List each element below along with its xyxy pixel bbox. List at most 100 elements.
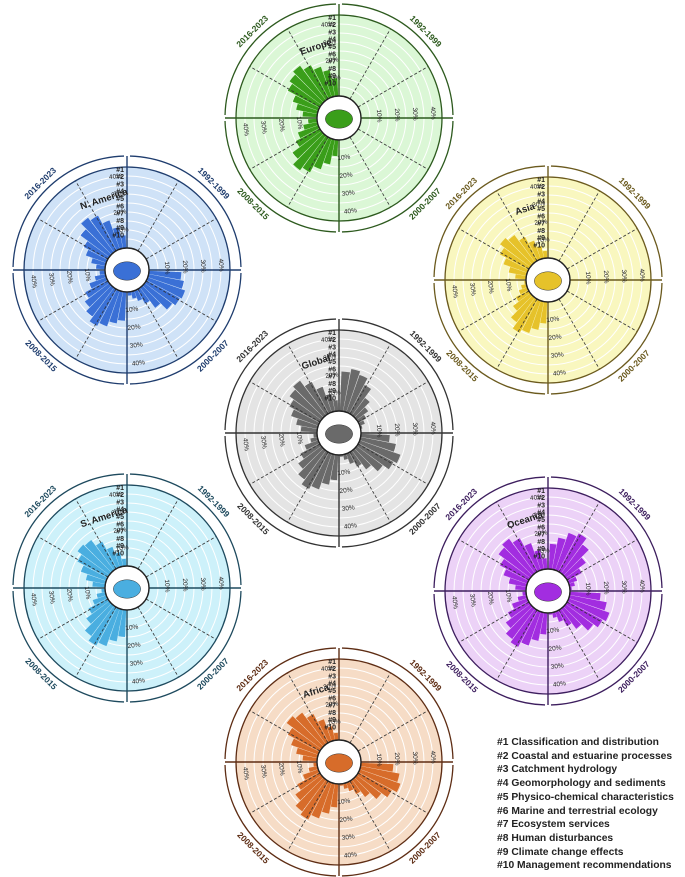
category-id-label: #6 xyxy=(537,524,545,531)
category-id-label: #8 xyxy=(116,218,124,225)
percent-tick-label: 20% xyxy=(181,260,189,274)
category-id-label: #6 xyxy=(328,51,336,58)
radial-chart: 10% 10% 10% 10% 20% 20% 20% 20% 30% 30% 30% 30% 40% 4… xyxy=(13,156,241,384)
percent-tick-label: 30% xyxy=(620,269,628,283)
category-id-label: #10 xyxy=(112,551,124,558)
category-id-label: #8 xyxy=(537,539,545,546)
region-map-icon xyxy=(113,580,140,598)
category-id-label: #7 xyxy=(328,374,336,381)
category-id-label: #2 xyxy=(537,184,545,191)
percent-tick-label: 30% xyxy=(620,580,628,594)
percent-tick-label: 10% xyxy=(375,753,383,767)
percent-tick-label: 30% xyxy=(199,259,207,273)
category-id-label: #6 xyxy=(328,366,336,373)
category-id-label: #3 xyxy=(328,29,336,36)
legend-item: #5 Physico-chemical characteristics xyxy=(497,791,683,805)
percent-tick-label: 10% xyxy=(584,582,592,596)
percent-tick-label: 40% xyxy=(638,579,646,593)
percent-tick-label: 40% xyxy=(217,258,225,272)
legend-item: #6 Marine and terrestrial ecology xyxy=(497,805,683,819)
category-id-label: #4 xyxy=(328,681,336,688)
category-id-label: #9 xyxy=(537,546,545,553)
percent-tick-label: 30% xyxy=(199,577,207,591)
category-id-label: #9 xyxy=(116,543,124,550)
category-id-label: #6 xyxy=(537,213,545,220)
category-id-label: #7 xyxy=(116,211,124,218)
percent-tick-label: 20% xyxy=(602,581,610,595)
category-id-label: #1 xyxy=(116,167,124,174)
category-id-label: #4 xyxy=(537,199,545,206)
radial-chart: 10% 10% 10% 10% 20% 20% 20% 20% 30% 30% 30% 30% 40% 4… xyxy=(434,477,662,705)
category-id-label: #7 xyxy=(537,221,545,228)
category-id-label: #1 xyxy=(328,330,336,337)
category-id-label: #1 xyxy=(328,659,336,666)
percent-tick-label: 10% xyxy=(584,271,592,285)
legend-item: #7 Ecosystem services xyxy=(497,818,683,832)
legend-item: #1 Classification and distribution xyxy=(497,736,683,750)
radial-chart: 10% 10% 10% 10% 20% 20% 20% 20% 30% 30% 30% 30% 40% 4… xyxy=(13,474,241,702)
category-id-label: #1 xyxy=(537,177,545,184)
category-id-label: #7 xyxy=(328,703,336,710)
category-id-label: #8 xyxy=(116,536,124,543)
category-id-label: #6 xyxy=(328,695,336,702)
category-id-label: #2 xyxy=(537,495,545,502)
category-id-label: #3 xyxy=(328,673,336,680)
percent-tick-label: 40% xyxy=(638,268,646,282)
category-id-label: #6 xyxy=(116,203,124,210)
percent-tick-label: 20% xyxy=(181,578,189,592)
legend-item: #8 Human disturbances xyxy=(497,832,683,846)
category-id-label: #8 xyxy=(328,381,336,388)
category-id-label: #1 xyxy=(116,485,124,492)
category-id-label: #10 xyxy=(112,233,124,240)
category-id-label: #9 xyxy=(537,235,545,242)
category-id-label: #2 xyxy=(116,492,124,499)
category-id-label: #2 xyxy=(328,666,336,673)
percent-tick-label: 40% xyxy=(429,421,437,435)
region-map-icon xyxy=(534,272,561,290)
category-id-label: #9 xyxy=(328,388,336,395)
legend-item: #4 Geomorphology and sediments xyxy=(497,777,683,791)
radial-chart: 10% 10% 10% 10% 20% 20% 20% 20% 30% 30% 30% 30% 40% 4… xyxy=(225,648,453,876)
radial-chart: 10% 10% 10% 10% 20% 20% 20% 20% 30% 30% 30% 30% 40% 4… xyxy=(225,4,453,232)
category-id-label: #10 xyxy=(324,396,336,403)
percent-tick-label: 40% xyxy=(429,750,437,764)
percent-tick-label: 40% xyxy=(217,576,225,590)
category-id-label: #9 xyxy=(328,717,336,724)
category-id-label: #2 xyxy=(328,22,336,29)
category-id-label: #10 xyxy=(324,81,336,88)
region-map-icon xyxy=(534,583,561,601)
percent-tick-label: 20% xyxy=(393,752,401,766)
category-id-label: #10 xyxy=(533,554,545,561)
percent-tick-label: 30% xyxy=(411,751,419,765)
percent-tick-label: 10% xyxy=(163,261,171,275)
category-id-label: #9 xyxy=(116,225,124,232)
legend-item: #3 Catchment hydrology xyxy=(497,763,683,777)
legend-item: #9 Climate change effects xyxy=(497,846,683,860)
category-id-label: #6 xyxy=(116,521,124,528)
category-id-label: #5 xyxy=(537,206,545,213)
category-legend: #1 Classification and distribution #2 Co… xyxy=(497,736,683,873)
percent-tick-label: 10% xyxy=(375,109,383,123)
category-id-label: #8 xyxy=(537,228,545,235)
percent-tick-label: 10% xyxy=(163,579,171,593)
percent-tick-label: 20% xyxy=(393,108,401,122)
region-map-icon xyxy=(325,110,352,128)
category-id-label: #3 xyxy=(537,502,545,509)
category-id-label: #10 xyxy=(324,725,336,732)
category-id-label: #7 xyxy=(116,529,124,536)
category-id-label: #1 xyxy=(328,15,336,22)
percent-tick-label: 40% xyxy=(429,106,437,120)
category-id-label: #3 xyxy=(537,191,545,198)
region-map-icon xyxy=(325,425,352,443)
percent-tick-label: 30% xyxy=(411,422,419,436)
category-id-label: #8 xyxy=(328,710,336,717)
region-map-icon xyxy=(113,262,140,280)
category-id-label: #3 xyxy=(328,344,336,351)
percent-tick-label: 30% xyxy=(411,107,419,121)
category-id-label: #7 xyxy=(328,59,336,66)
category-id-label: #7 xyxy=(537,532,545,539)
category-id-label: #8 xyxy=(328,66,336,73)
category-id-label: #9 xyxy=(328,73,336,80)
radial-chart: 10% 10% 10% 10% 20% 20% 20% 20% 30% 30% 30% 30% 40% 4… xyxy=(434,166,662,394)
radial-chart: 10% 10% 10% 10% 20% 20% 20% 20% 30% 30% 30% 30% 40% 4… xyxy=(225,319,453,547)
